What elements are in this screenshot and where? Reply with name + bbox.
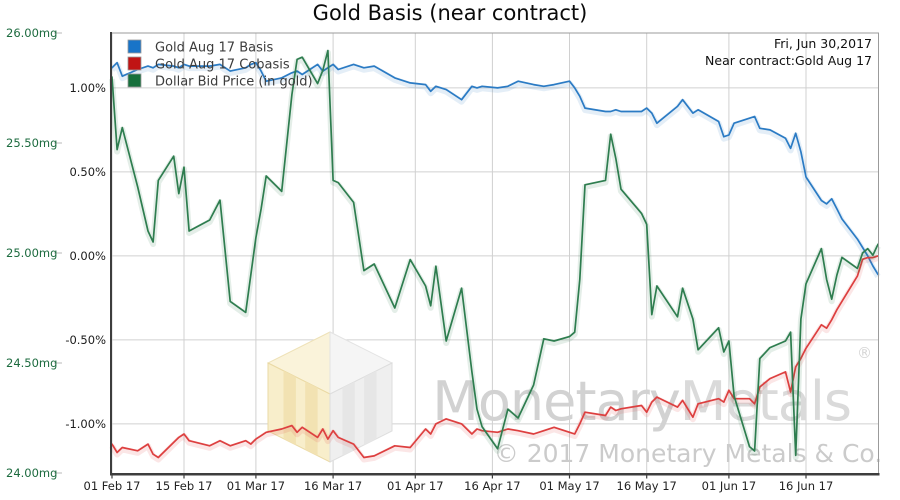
annotation-date: Fri, Jun 30,2017 <box>774 36 872 51</box>
legend-label: Gold Aug 17 Cobasis <box>155 58 290 73</box>
legend-swatch-icon <box>127 39 142 54</box>
percent-tick-label: 0.50% <box>69 165 106 179</box>
series-line-gold-aug-17-cobasis <box>111 255 879 459</box>
legend-label: Dollar Bid Price (in gold) <box>155 75 313 90</box>
registered-trademark-icon: ® <box>857 344 872 362</box>
series-glow-gold-aug-17-basis <box>109 61 881 278</box>
plot-border <box>110 32 880 476</box>
logo-facet <box>342 381 355 456</box>
legend-item-gold-aug-17-cobasis: Gold Aug 17 Cobasis <box>127 56 290 73</box>
x-tick-label: 16 Jun 17 <box>779 479 834 493</box>
mg-tick-label: 24.50mg <box>6 356 57 370</box>
percent-tick-label: 1.00% <box>69 81 106 95</box>
legend-item-dollar-bid-price-in-gold: Dollar Bid Price (in gold) <box>127 73 313 90</box>
x-tick-label: 01 Mar 17 <box>227 479 285 493</box>
x-tick-label: 16 Apr 17 <box>464 479 520 493</box>
mg-tick-label: 25.50mg <box>6 136 57 150</box>
series-line-dollar-bid-price-in-gold <box>111 49 879 457</box>
logo-facet <box>305 381 318 456</box>
legend-swatch-icon <box>127 56 142 71</box>
percent-tick-label: -0.50% <box>65 333 106 347</box>
x-tick-label: 01 May 17 <box>539 479 599 493</box>
y-axis-mg: 26.00mg 25.50mg 25.00mg 24.50mg 24.00mg <box>6 26 62 480</box>
watermark: MonetaryMetals®© 2017 Monetary Metals & … <box>266 331 882 468</box>
legend: Gold Aug 17 Basis Gold Aug 17 Cobasis Doll… <box>127 39 313 90</box>
y-axis-percent: 1.00% 0.50% 0.00% -0.50% -1.00% <box>65 81 106 431</box>
percent-tick-label: 0.00% <box>69 249 106 263</box>
series-line-gold-aug-17-basis <box>111 61 879 276</box>
legend-swatch-icon <box>127 73 142 88</box>
mg-tick-label: 24.00mg <box>6 466 57 480</box>
x-tick-label: 01 Apr 17 <box>387 479 443 493</box>
watermark-copyright: © 2017 Monetary Metals & Co. <box>494 439 882 468</box>
logo-facet <box>364 370 377 445</box>
x-tick-label: 16 May 17 <box>617 479 677 493</box>
legend-item-gold-aug-17-basis: Gold Aug 17 Basis <box>127 39 273 56</box>
x-axis: 01 Feb 17 15 Feb 17 01 Mar 17 16 Mar 17 01 A… <box>84 474 834 493</box>
percent-tick-label: -1.00% <box>65 417 106 431</box>
x-tick-label: 01 Feb 17 <box>84 479 141 493</box>
x-tick-label: 01 Jun 17 <box>702 479 757 493</box>
annotation-contract: Near contract:Gold Aug 17 <box>705 53 872 68</box>
mg-tick-label: 26.00mg <box>6 26 57 40</box>
x-tick-label: 15 Feb 17 <box>156 479 213 493</box>
x-tick-label: 16 Mar 17 <box>304 479 362 493</box>
legend-label: Gold Aug 17 Basis <box>155 41 273 56</box>
series-glow-gold-aug-17-cobasis <box>109 255 879 463</box>
chart-title: Gold Basis (near contract) <box>312 1 588 25</box>
mg-tick-label: 25.00mg <box>6 246 57 260</box>
